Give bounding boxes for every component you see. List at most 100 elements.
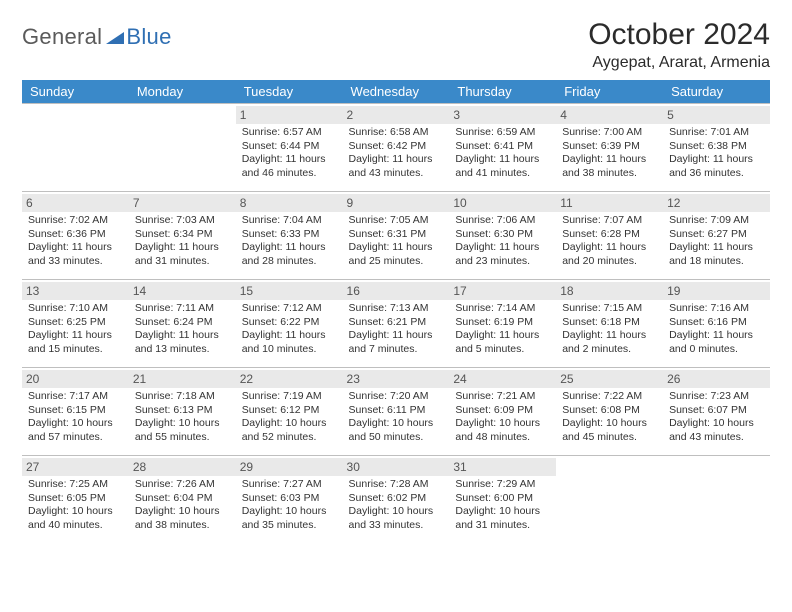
daylight-line: and 55 minutes. <box>135 431 230 444</box>
calendar-table: Sunday Monday Tuesday Wednesday Thursday… <box>22 80 770 544</box>
daylight-line: and 23 minutes. <box>455 255 550 268</box>
daylight-line: Daylight: 11 hours <box>455 329 550 342</box>
day-number: 6 <box>22 194 129 212</box>
daylight-line: and 7 minutes. <box>349 343 444 356</box>
daylight-line: and 31 minutes. <box>135 255 230 268</box>
daylight-line: Daylight: 10 hours <box>242 505 337 518</box>
day-cell <box>556 456 663 544</box>
day-number: 2 <box>343 106 450 124</box>
sunrise-line: Sunrise: 7:15 AM <box>562 302 657 315</box>
day-cell: 20Sunrise: 7:17 AMSunset: 6:15 PMDayligh… <box>22 368 129 456</box>
daylight-line: and 46 minutes. <box>242 167 337 180</box>
sunrise-line: Sunrise: 7:29 AM <box>455 478 550 491</box>
sunrise-line: Sunrise: 7:01 AM <box>669 126 764 139</box>
sunrise-line: Sunrise: 7:25 AM <box>28 478 123 491</box>
daylight-line: Daylight: 11 hours <box>242 241 337 254</box>
dow-monday: Monday <box>129 80 236 104</box>
day-details: Sunrise: 7:05 AMSunset: 6:31 PMDaylight:… <box>349 214 444 268</box>
sunset-line: Sunset: 6:18 PM <box>562 316 657 329</box>
day-cell: 29Sunrise: 7:27 AMSunset: 6:03 PMDayligh… <box>236 456 343 544</box>
day-details: Sunrise: 7:02 AMSunset: 6:36 PMDaylight:… <box>28 214 123 268</box>
day-cell: 31 Sunrise: 7:29 AMSunset: 6:00 PMDayligh… <box>449 456 556 544</box>
sunset-line: Sunset: 6:02 PM <box>349 492 444 505</box>
sunrise-line: Sunrise: 7:04 AM <box>242 214 337 227</box>
daylight-line: Daylight: 11 hours <box>28 241 123 254</box>
daylight-line: Daylight: 10 hours <box>349 505 444 518</box>
day-cell: 7Sunrise: 7:03 AMSunset: 6:34 PMDaylight… <box>129 192 236 280</box>
sunset-line: Sunset: 6:25 PM <box>28 316 123 329</box>
header: General Blue October 2024 Aygepat, Arara… <box>22 18 770 72</box>
daylight-line: and 40 minutes. <box>28 519 123 532</box>
daylight-line: and 36 minutes. <box>669 167 764 180</box>
daylight-line: and 57 minutes. <box>28 431 123 444</box>
sunset-line: Sunset: 6:05 PM <box>28 492 123 505</box>
day-cell: 19Sunrise: 7:16 AMSunset: 6:16 PMDayligh… <box>663 280 770 368</box>
sunset-line: Sunset: 6:12 PM <box>242 404 337 417</box>
logo-text-blue: Blue <box>126 24 171 50</box>
day-details: Sunrise: 7:10 AMSunset: 6:25 PMDaylight:… <box>28 302 123 356</box>
day-cell: 8Sunrise: 7:04 AMSunset: 6:33 PMDaylight… <box>236 192 343 280</box>
sunrise-line: Sunrise: 7:06 AM <box>455 214 550 227</box>
sunrise-line: Sunrise: 7:03 AM <box>135 214 230 227</box>
day-number: 16 <box>343 282 450 300</box>
sunset-line: Sunset: 6:44 PM <box>242 140 337 153</box>
sunrise-line: Sunrise: 7:27 AM <box>242 478 337 491</box>
day-number: 23 <box>343 370 450 388</box>
day-details: Sunrise: 7:29 AMSunset: 6:00 PMDaylight:… <box>455 478 550 532</box>
day-number: 1 <box>236 106 343 124</box>
day-details: Sunrise: 6:59 AMSunset: 6:41 PMDaylight:… <box>455 126 550 180</box>
day-details: Sunrise: 7:00 AMSunset: 6:39 PMDaylight:… <box>562 126 657 180</box>
sunrise-line: Sunrise: 6:58 AM <box>349 126 444 139</box>
week-row: 13Sunrise: 7:10 AMSunset: 6:25 PMDayligh… <box>22 280 770 368</box>
daylight-line: Daylight: 11 hours <box>562 153 657 166</box>
day-number: 5 <box>663 106 770 124</box>
logo-text-general: General <box>22 24 102 50</box>
sunset-line: Sunset: 6:41 PM <box>455 140 550 153</box>
logo: General Blue <box>22 18 172 50</box>
day-cell: 1Sunrise: 6:57 AMSunset: 6:44 PMDaylight… <box>236 104 343 192</box>
daylight-line: and 38 minutes. <box>135 519 230 532</box>
day-details: Sunrise: 7:21 AMSunset: 6:09 PMDaylight:… <box>455 390 550 444</box>
daylight-line: Daylight: 11 hours <box>669 241 764 254</box>
day-details: Sunrise: 7:28 AMSunset: 6:02 PMDaylight:… <box>349 478 444 532</box>
day-cell: 16Sunrise: 7:13 AMSunset: 6:21 PMDayligh… <box>343 280 450 368</box>
daylight-line: Daylight: 10 hours <box>28 417 123 430</box>
daylight-line: and 33 minutes. <box>349 519 444 532</box>
dow-wednesday: Wednesday <box>343 80 450 104</box>
day-cell: 13Sunrise: 7:10 AMSunset: 6:25 PMDayligh… <box>22 280 129 368</box>
daylight-line: and 35 minutes. <box>242 519 337 532</box>
daylight-line: Daylight: 11 hours <box>135 241 230 254</box>
sunset-line: Sunset: 6:15 PM <box>28 404 123 417</box>
sunset-line: Sunset: 6:31 PM <box>349 228 444 241</box>
daylight-line: Daylight: 10 hours <box>562 417 657 430</box>
daylight-line: Daylight: 10 hours <box>28 505 123 518</box>
daylight-line: and 10 minutes. <box>242 343 337 356</box>
sunrise-line: Sunrise: 7:09 AM <box>669 214 764 227</box>
day-details: Sunrise: 7:15 AMSunset: 6:18 PMDaylight:… <box>562 302 657 356</box>
daylight-line: and 2 minutes. <box>562 343 657 356</box>
daylight-line: Daylight: 10 hours <box>242 417 337 430</box>
sunset-line: Sunset: 6:38 PM <box>669 140 764 153</box>
day-cell <box>129 104 236 192</box>
day-number: 31 <box>449 458 556 476</box>
day-number: 20 <box>22 370 129 388</box>
daylight-line: Daylight: 11 hours <box>135 329 230 342</box>
sunrise-line: Sunrise: 7:13 AM <box>349 302 444 315</box>
day-number: 3 <box>449 106 556 124</box>
day-cell: 28Sunrise: 7:26 AMSunset: 6:04 PMDayligh… <box>129 456 236 544</box>
sunrise-line: Sunrise: 7:20 AM <box>349 390 444 403</box>
daylight-line: and 48 minutes. <box>455 431 550 444</box>
daylight-line: and 13 minutes. <box>135 343 230 356</box>
day-details: Sunrise: 7:20 AMSunset: 6:11 PMDaylight:… <box>349 390 444 444</box>
daylight-line: Daylight: 11 hours <box>562 329 657 342</box>
sunrise-line: Sunrise: 6:59 AM <box>455 126 550 139</box>
sunset-line: Sunset: 6:00 PM <box>455 492 550 505</box>
daylight-line: and 33 minutes. <box>28 255 123 268</box>
sunrise-line: Sunrise: 7:10 AM <box>28 302 123 315</box>
sunset-line: Sunset: 6:28 PM <box>562 228 657 241</box>
daylight-line: Daylight: 10 hours <box>455 417 550 430</box>
day-cell: 6 Sunrise: 7:02 AMSunset: 6:36 PMDaylight… <box>22 192 129 280</box>
daylight-line: Daylight: 11 hours <box>669 329 764 342</box>
daylight-line: and 20 minutes. <box>562 255 657 268</box>
sunrise-line: Sunrise: 7:21 AM <box>455 390 550 403</box>
